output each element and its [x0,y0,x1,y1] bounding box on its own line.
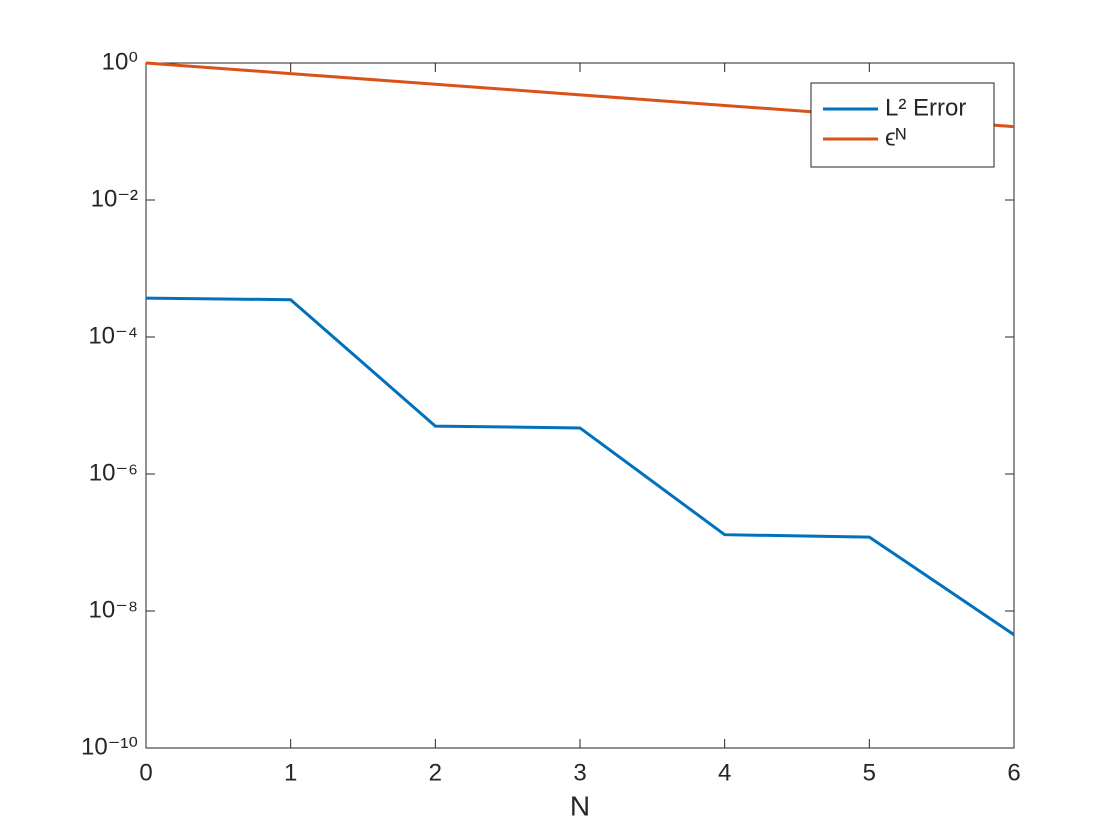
x-tick-label: 6 [1007,759,1020,786]
y-tick-label: 10⁻¹⁰ [81,733,138,760]
data-line [145,296,1015,636]
legend-box [810,82,995,168]
y-tick-label: 10⁻⁶ [89,459,138,486]
y-tick-label: 10⁻² [91,185,138,212]
plot-frame [145,62,1015,749]
x-tick-label: 1 [284,759,297,786]
x-axis-label: N [570,790,590,821]
legend-label: ϵᴺ [885,124,906,151]
x-tick-label: 4 [718,759,731,786]
x-tick-label: 0 [139,759,152,786]
x-tick-label: 2 [429,759,442,786]
y-tick-label: 10⁻⁴ [88,322,138,349]
y-tick-label: 10⁰ [102,48,138,75]
x-tick-label: 5 [863,759,876,786]
legend-label: L² Error [885,94,966,121]
y-tick-label: 10⁻⁸ [89,596,139,623]
x-tick-label: 3 [573,759,586,786]
